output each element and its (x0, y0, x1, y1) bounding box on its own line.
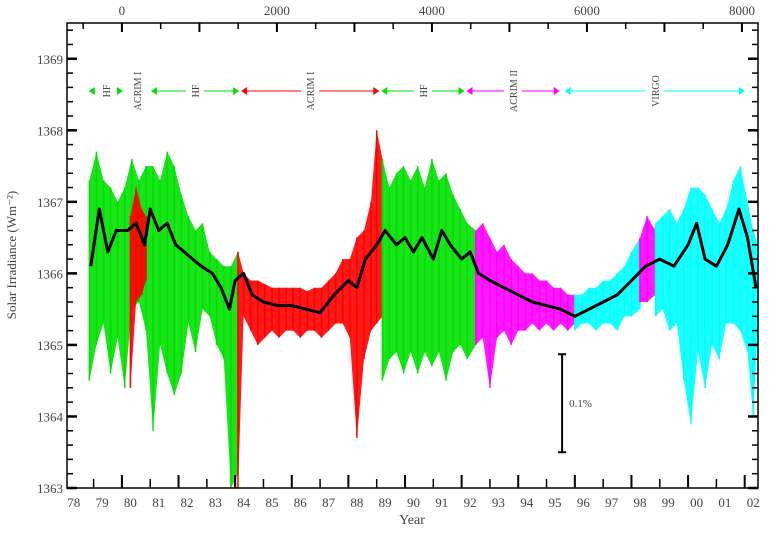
arrow-left-icon (381, 87, 388, 95)
x-tick-label: 88 (350, 495, 363, 510)
x-tick-label: 01 (718, 495, 731, 510)
daily-envelope-virgo (655, 166, 758, 424)
x-tick-label: 94 (520, 495, 534, 510)
x-tick-label: 84 (237, 495, 251, 510)
running-mean-line (89, 207, 758, 318)
x-tick-label: 81 (152, 495, 165, 510)
arrow-right-icon (233, 87, 240, 95)
instrument-periods: HF ACRIM I HF ACRIM I HF ACRIM II VIRGO (88, 70, 745, 112)
arrow-left-icon (88, 87, 95, 95)
x-tick-label: 83 (209, 495, 222, 510)
instrument-period: ACRIM I (241, 72, 380, 111)
instrument-period: HF (150, 84, 240, 97)
x-tick-label: 78 (67, 495, 80, 510)
x-tick-label: 98 (633, 495, 646, 510)
top-tick-label: 2000 (264, 3, 290, 18)
top-tick-label: 0 (119, 3, 126, 18)
arrow-right-icon (373, 87, 380, 95)
arrow-left-icon (564, 87, 571, 95)
daily-data-layer (88, 130, 759, 489)
x-tick-label: 90 (407, 495, 420, 510)
x-tick-label: 91 (435, 495, 448, 510)
daily-envelope-acrim-i (130, 187, 146, 388)
y-tick-label: 1364 (37, 409, 64, 424)
instrument-period: VIRGO (564, 75, 745, 107)
x-tick-label: 00 (690, 495, 703, 510)
instrument-period: HF (88, 84, 123, 97)
y-tick-label: 1366 (37, 266, 64, 281)
top-tick-label: 4000 (419, 3, 445, 18)
instrument-period: HF (381, 84, 465, 97)
top-tick-label: 6000 (574, 3, 600, 18)
daily-envelope-virgo (574, 237, 640, 331)
x-tick-label: 96 (577, 495, 591, 510)
y-tick-label: 1367 (37, 195, 64, 210)
x-tick-label: 89 (379, 495, 392, 510)
x-tick-label: 80 (124, 495, 137, 510)
arrow-right-icon (458, 87, 465, 95)
axes: 1363 1364 1365 1366 1367 1368 1369 78 79 80 81 82 83… (37, 3, 760, 510)
period-label: HF (419, 84, 430, 97)
x-tick-label: 93 (492, 495, 505, 510)
arrow-left-icon (241, 87, 248, 95)
x-tick-label: 86 (294, 495, 308, 510)
daily-envelope-hf (89, 151, 239, 489)
arrow-right-icon (116, 87, 123, 95)
running-mean-layer (89, 207, 758, 318)
x-tick-label: 79 (96, 495, 109, 510)
x-axis-label: Year (399, 513, 425, 528)
period-label: ACRIM II (509, 70, 520, 112)
scale-bar: 0.1% (558, 353, 592, 454)
arrow-left-icon (150, 87, 157, 95)
x-tick-label: 87 (322, 495, 336, 510)
arrow-right-icon (738, 87, 745, 95)
period-label: HF (102, 84, 113, 97)
period-label: HF (191, 84, 202, 97)
x-tick-label: 82 (181, 495, 194, 510)
plot-frame (66, 22, 759, 489)
x-tick-label: 95 (549, 495, 562, 510)
x-tick-label: 02 (747, 495, 760, 510)
instrument-period: ACRIM I (133, 72, 144, 111)
x-tick-label: 92 (464, 495, 477, 510)
top-tick-label: 8000 (729, 3, 755, 18)
x-tick-label: 97 (605, 495, 619, 510)
scale-bar-label: 0.1% (569, 398, 592, 410)
x-tick-label: 99 (662, 495, 675, 510)
y-tick-label: 1365 (37, 338, 63, 353)
period-label: ACRIM I (306, 72, 317, 111)
arrow-left-icon (466, 87, 473, 95)
arrow-right-icon (553, 87, 560, 95)
y-axis-label: Solar Irradiance (Wm⁻²) (4, 191, 19, 319)
y-tick-label: 1363 (37, 481, 63, 496)
period-label: VIRGO (651, 75, 662, 107)
period-label: ACRIM I (133, 72, 144, 111)
y-tick-label: 1369 (37, 52, 63, 67)
x-tick-label: 85 (265, 495, 278, 510)
instrument-period: ACRIM II (466, 70, 560, 112)
y-tick-label: 1368 (37, 123, 63, 138)
